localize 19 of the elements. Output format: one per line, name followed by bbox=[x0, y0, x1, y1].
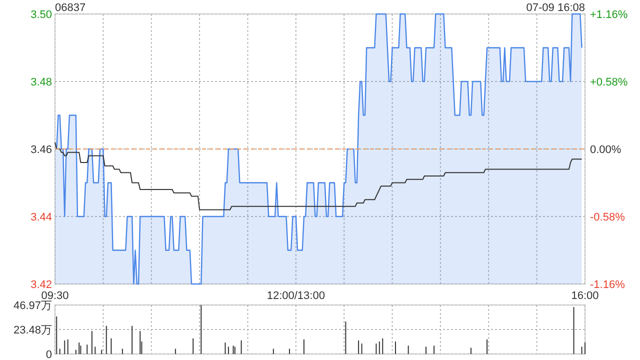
y2-tick-label: -0.58% bbox=[590, 212, 626, 224]
y-tick-label: 3.44 bbox=[30, 212, 52, 224]
y-tick-label: 3.46 bbox=[30, 144, 52, 156]
y-tick-label: 3.50 bbox=[30, 9, 52, 21]
y2-tick-label: 0.00% bbox=[590, 144, 622, 156]
chart-subtitle: 07-09 16:08 bbox=[526, 2, 585, 14]
y2-tick-label: -1.16% bbox=[590, 279, 626, 291]
x-tick-label: 09:30 bbox=[41, 290, 69, 302]
y-tick-label: 3.42 bbox=[30, 279, 52, 291]
x-tick-label: 12:00/13:00 bbox=[266, 290, 325, 302]
y-tick-label: 23.48万 bbox=[13, 324, 52, 337]
y-tick-label: 46.97万 bbox=[13, 300, 52, 312]
y2-tick-label: +1.16% bbox=[590, 9, 628, 21]
chart-title: 06837 bbox=[55, 2, 86, 14]
y-tick-label: 3.48 bbox=[30, 76, 52, 88]
x-tick-label: 16:00 bbox=[571, 290, 599, 302]
y-tick-label: 0 bbox=[46, 349, 52, 360]
line-series bbox=[54, 142, 582, 210]
y2-tick-label: +0.58% bbox=[590, 76, 628, 88]
